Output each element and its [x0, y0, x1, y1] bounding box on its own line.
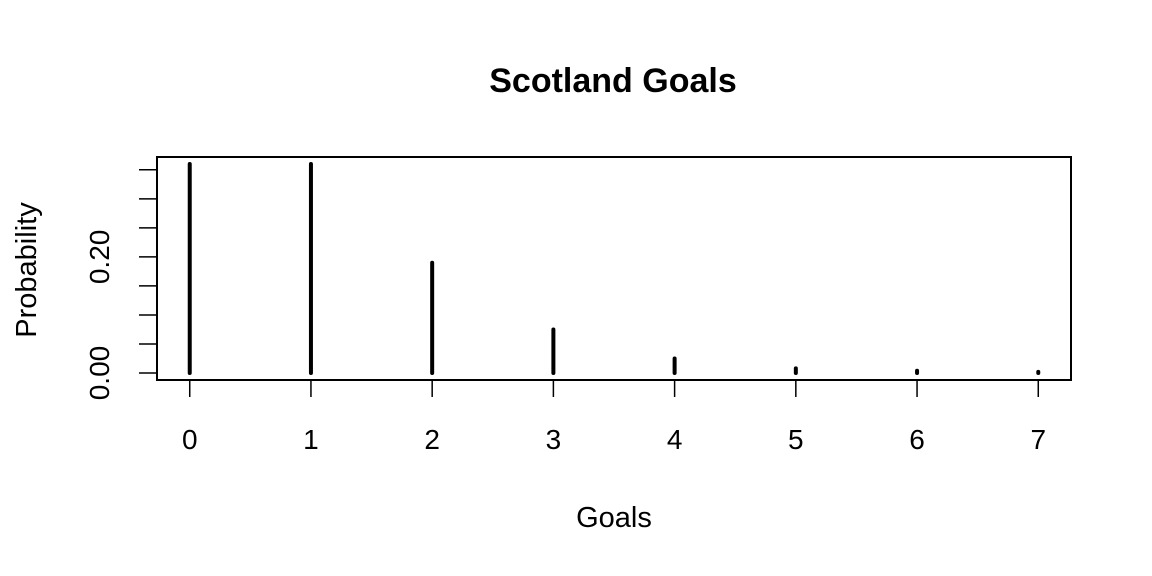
- bars-layer: [187, 161, 1041, 376]
- x-tick-label-6: 6: [909, 424, 925, 455]
- x-axis: 0 1 2 3 4 5 6 7: [182, 380, 1046, 455]
- x-tick-label-3: 3: [546, 424, 562, 455]
- x-tick-label-0: 0: [182, 424, 198, 455]
- x-tick-label-7: 7: [1030, 424, 1046, 455]
- y-tick-label: 0.00: [84, 346, 115, 401]
- chart-title: Scotland Goals: [489, 62, 737, 100]
- x-tick-label-2: 2: [424, 424, 440, 455]
- x-tick-label-4: 4: [667, 424, 683, 455]
- y-tick-label: 0.20: [84, 230, 115, 285]
- y-axis-label: Probability: [11, 202, 43, 338]
- x-axis-label: Goals: [576, 502, 652, 534]
- y-axis: 0.00 0.20: [84, 169, 158, 401]
- x-tick-label-1: 1: [303, 424, 319, 455]
- x-tick-label-5: 5: [788, 424, 804, 455]
